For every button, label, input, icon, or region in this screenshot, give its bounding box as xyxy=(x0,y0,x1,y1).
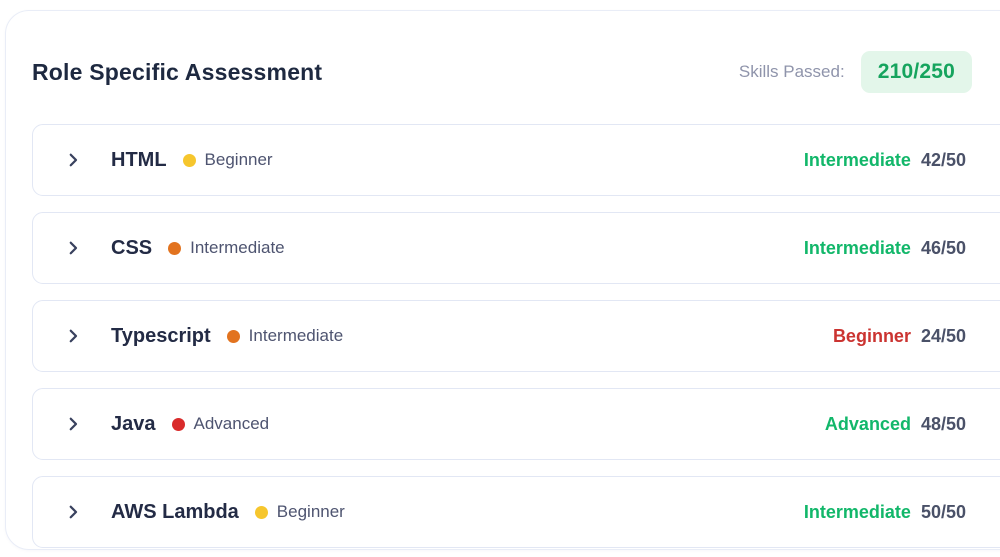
panel-header: Role Specific Assessment Skills Passed: … xyxy=(32,49,972,95)
assessment-result: Advanced 48/50 xyxy=(825,389,966,459)
skill-row[interactable]: HTML Beginner Intermediate 42/50 xyxy=(32,124,1000,196)
current-level-label: Beginner xyxy=(276,502,345,521)
skills-passed-summary: Skills Passed: 210/250 xyxy=(739,51,972,93)
skill-name: CSS xyxy=(111,236,153,259)
result-level-label: Beginner xyxy=(832,325,911,346)
skill-name: HTML xyxy=(111,148,167,171)
skill-row[interactable]: Typescript Intermediate Beginner 24/50 xyxy=(32,300,1000,372)
skills-list: HTML Beginner Intermediate 42/50 CSS Int… xyxy=(32,124,1000,548)
chevron-right-icon[interactable] xyxy=(63,326,83,346)
current-level-label: Intermediate xyxy=(190,238,285,257)
score-value: 48/50 xyxy=(920,413,966,434)
level-dot-icon xyxy=(171,417,185,431)
skill-name: Typescript xyxy=(111,324,211,347)
skills-passed-badge: 210/250 xyxy=(860,51,972,93)
skill-row[interactable]: CSS Intermediate Intermediate 46/50 xyxy=(32,212,1000,284)
level-dot-icon xyxy=(168,241,182,255)
skill-row[interactable]: Java Advanced Advanced 48/50 xyxy=(32,388,1000,460)
assessment-result: Beginner 24/50 xyxy=(833,301,966,371)
score-value: 46/50 xyxy=(920,237,966,258)
level-dot-icon xyxy=(226,329,240,343)
score-value: 24/50 xyxy=(920,325,966,346)
skill-name: Java xyxy=(111,412,156,435)
skill-name: AWS Lambda xyxy=(111,500,239,523)
score-value: 42/50 xyxy=(920,149,966,170)
level-dot-icon xyxy=(254,505,268,519)
assessment-result: Intermediate 50/50 xyxy=(804,477,966,547)
chevron-right-icon[interactable] xyxy=(63,150,83,170)
current-level-label: Beginner xyxy=(204,150,273,169)
role-assessment-panel: Role Specific Assessment Skills Passed: … xyxy=(5,10,1000,550)
assessment-result: Intermediate 46/50 xyxy=(804,213,966,283)
current-level-label: Intermediate xyxy=(248,326,344,345)
current-level-label: Advanced xyxy=(193,414,270,433)
chevron-right-icon[interactable] xyxy=(63,414,83,434)
chevron-right-icon[interactable] xyxy=(63,502,83,522)
skills-passed-label: Skills Passed: xyxy=(738,62,845,81)
result-level-label: Advanced xyxy=(824,413,911,434)
skill-row[interactable]: AWS Lambda Beginner Intermediate 50/50 xyxy=(32,476,1000,548)
page-title: Role Specific Assessment xyxy=(32,58,323,85)
level-dot-icon xyxy=(182,153,196,167)
result-level-label: Intermediate xyxy=(803,149,911,170)
score-value: 50/50 xyxy=(920,501,966,522)
chevron-right-icon[interactable] xyxy=(63,238,83,258)
result-level-label: Intermediate xyxy=(803,501,911,522)
result-level-label: Intermediate xyxy=(803,237,911,258)
assessment-result: Intermediate 42/50 xyxy=(804,125,966,195)
